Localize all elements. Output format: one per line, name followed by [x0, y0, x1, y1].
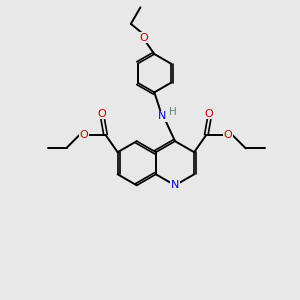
Text: O: O [79, 130, 88, 140]
Text: O: O [205, 109, 214, 119]
Text: O: O [98, 109, 106, 119]
Text: O: O [224, 130, 233, 140]
Text: N: N [171, 180, 179, 190]
Text: H: H [169, 107, 177, 117]
Text: N: N [158, 111, 166, 121]
Text: O: O [140, 33, 148, 43]
